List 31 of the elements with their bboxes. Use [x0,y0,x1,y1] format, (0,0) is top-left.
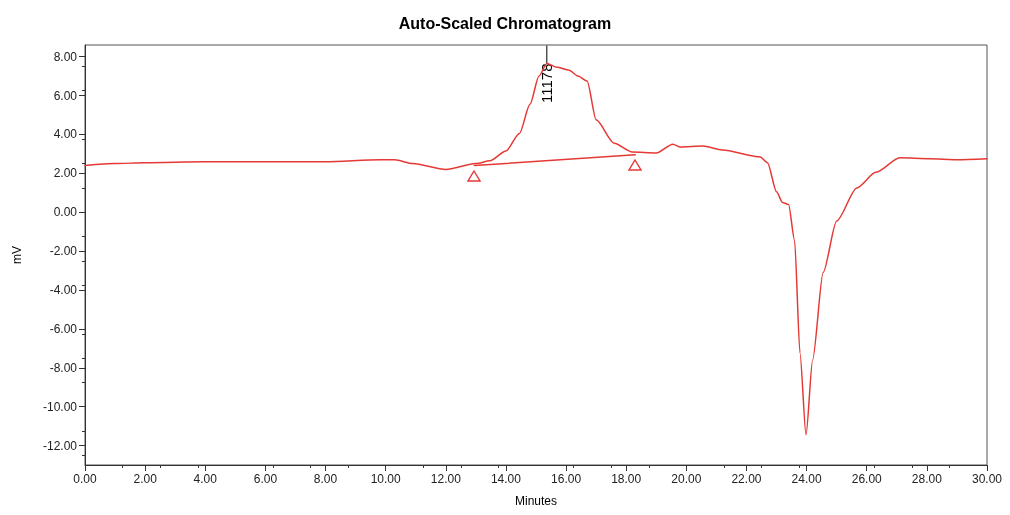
y-tick-label: 0.00 [53,205,78,220]
x-axis-title: Minutes [514,494,558,508]
y-tick-label: -8.00 [49,360,78,375]
y-tick-label: 8.00 [53,49,78,64]
x-tick-label: 18.00 [611,472,642,486]
x-tick-label: 14.00 [490,472,522,486]
x-tick-label: 10.00 [370,472,402,486]
x-tick-label: 30.00 [971,472,1003,486]
y-axis-title: mV [10,246,24,264]
x-tick-label: 22.00 [731,472,762,486]
y-tick-label: -10.00 [42,399,78,414]
y-tick-label: -12.00 [42,438,78,453]
y-tick-label: -4.00 [49,283,78,297]
x-tick-label: 12.00 [430,472,462,486]
y-tick-label: 4.00 [53,127,78,142]
y-tick-label: -6.00 [49,321,78,336]
x-tick-label: 4.00 [193,472,218,486]
x-tick-label: 8.00 [313,472,338,486]
x-tick-label: 2.00 [133,472,158,486]
x-tick-label: 16.00 [551,472,582,486]
x-tick-label: 28.00 [911,472,943,486]
y-tick-label: 6.00 [53,88,78,103]
x-tick-label: 26.00 [851,472,883,486]
y-tick-label: -2.00 [49,244,78,259]
y-tick-label: 2.00 [53,166,78,181]
x-tick-label: 0.00 [73,472,97,486]
chart-title: Auto-Scaled Chromatogram [398,14,612,32]
x-tick-label: 24.00 [791,472,822,486]
x-tick-label: 6.00 [253,472,278,486]
annotation: 11178 [538,63,556,103]
x-tick-label: 20.00 [671,472,702,486]
